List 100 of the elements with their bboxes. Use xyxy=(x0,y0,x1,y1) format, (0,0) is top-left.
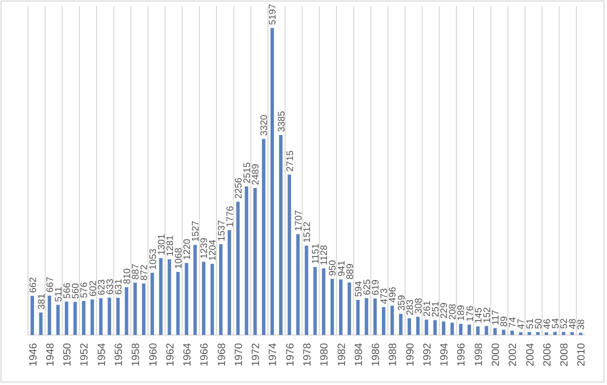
bar xyxy=(502,330,506,335)
bar xyxy=(288,174,292,335)
data-label: 576 xyxy=(79,282,90,298)
bar xyxy=(236,202,240,335)
data-label: 1776 xyxy=(224,206,236,228)
data-label: 359 xyxy=(396,294,408,311)
x-tick-label: 1948 xyxy=(44,342,56,366)
bar xyxy=(562,332,566,335)
data-label: 51 xyxy=(524,318,536,329)
x-tick-label: 2000 xyxy=(490,342,502,366)
data-label: 887 xyxy=(130,264,142,280)
data-label: 54 xyxy=(550,318,562,329)
bar xyxy=(442,321,446,335)
data-label: 1239 xyxy=(199,238,210,259)
bar xyxy=(570,332,574,335)
x-tick-label: 2004 xyxy=(524,342,536,366)
bar xyxy=(108,298,112,335)
data-label: 152 xyxy=(482,307,493,324)
data-label: 1068 xyxy=(173,248,184,269)
x-tick-label: 1998 xyxy=(472,342,485,366)
bar xyxy=(348,282,352,335)
data-label: 117 xyxy=(490,310,502,326)
x-tick-label: 1988 xyxy=(387,342,400,366)
data-label: 2515 xyxy=(242,162,254,184)
x-tick-label: 1994 xyxy=(438,342,451,366)
bar xyxy=(253,188,257,335)
x-tick-label: 1968 xyxy=(216,342,228,366)
data-label: 1707 xyxy=(293,210,304,232)
x-tick-label: 1984 xyxy=(352,342,365,366)
data-label: 47 xyxy=(516,318,528,330)
bar xyxy=(433,320,437,335)
data-label: 633 xyxy=(104,278,116,295)
data-label: 38 xyxy=(576,319,588,330)
x-tick-label: 1986 xyxy=(370,342,382,366)
data-label: 3385 xyxy=(276,110,288,132)
bar xyxy=(459,324,462,335)
bar xyxy=(528,332,532,335)
bar xyxy=(468,324,472,335)
x-tick-label: 1954 xyxy=(96,342,108,366)
bar xyxy=(510,330,514,335)
bar xyxy=(168,259,172,335)
x-tick-label: 1978 xyxy=(302,342,314,366)
bar xyxy=(450,322,454,335)
bar xyxy=(90,299,94,335)
x-tick-label: 1956 xyxy=(112,342,125,366)
data-label: 5197 xyxy=(268,4,279,25)
x-tick-label: 1966 xyxy=(198,342,211,366)
data-label: 48 xyxy=(568,318,579,330)
data-label: 631 xyxy=(113,278,124,295)
data-label: 189 xyxy=(456,304,468,321)
x-tick-label: 1976 xyxy=(284,342,296,366)
data-label: 3320 xyxy=(259,114,270,136)
bar xyxy=(159,258,163,335)
data-label: 473 xyxy=(379,288,390,304)
bar xyxy=(330,278,334,335)
data-label: 52 xyxy=(559,318,570,329)
bar xyxy=(142,283,146,335)
data-label: 1204 xyxy=(208,240,219,261)
bar xyxy=(519,332,522,335)
bar xyxy=(124,287,128,335)
data-label: 511 xyxy=(53,286,64,302)
x-tick-label: 2006 xyxy=(541,342,554,366)
x-tick-label: 1962 xyxy=(164,342,176,366)
bar xyxy=(339,279,342,335)
bar xyxy=(476,326,480,335)
data-label: 50 xyxy=(533,318,544,330)
bar xyxy=(536,332,540,335)
x-tick-label: 1960 xyxy=(147,342,160,366)
data-label: 1151 xyxy=(310,244,322,264)
bar xyxy=(202,262,206,335)
data-label: 251 xyxy=(430,301,442,318)
data-label: 2256 xyxy=(233,178,244,199)
x-tick-label: 2010 xyxy=(576,342,588,366)
bar xyxy=(133,282,137,335)
data-label: 1527 xyxy=(190,220,202,242)
x-tick-label: 1982 xyxy=(336,342,348,366)
x-tick-label: 1952 xyxy=(78,342,91,366)
data-label: 667 xyxy=(44,276,56,293)
data-label: 889 xyxy=(344,264,356,280)
x-tick-label: 1972 xyxy=(250,342,262,366)
bar xyxy=(270,28,274,335)
bar xyxy=(48,296,52,335)
bar xyxy=(296,234,300,335)
bar xyxy=(313,267,317,335)
bar xyxy=(544,332,548,335)
data-label: 229 xyxy=(439,302,450,318)
data-label: 560 xyxy=(70,283,82,299)
data-label: 810 xyxy=(122,268,134,284)
x-tick-label: 1970 xyxy=(232,342,245,366)
data-label: 594 xyxy=(353,281,364,297)
data-label: 662 xyxy=(28,277,39,293)
bar xyxy=(356,300,360,335)
bar xyxy=(64,302,68,335)
data-label: 1512 xyxy=(302,222,313,243)
bar xyxy=(39,312,43,335)
data-label: 1281 xyxy=(164,235,176,256)
bar xyxy=(176,272,180,335)
bar xyxy=(399,314,402,335)
x-tick-label: 1964 xyxy=(182,342,194,366)
x-tick-label: 1950 xyxy=(62,342,74,366)
